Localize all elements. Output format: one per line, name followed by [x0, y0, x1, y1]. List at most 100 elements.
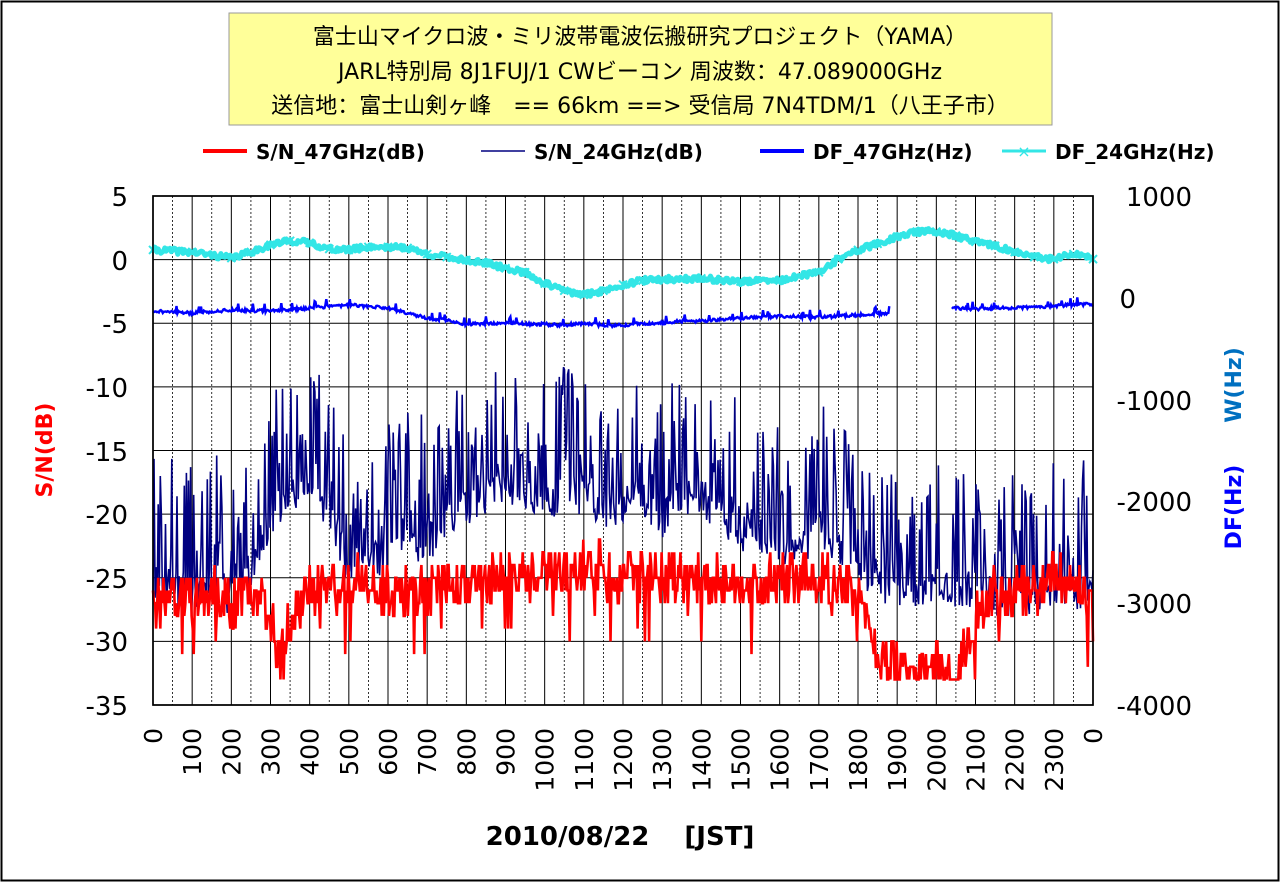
series-marker-df24-13 — [442, 252, 452, 262]
x-tick-6: 600 — [374, 728, 403, 776]
series-marker-df24-5 — [285, 236, 295, 246]
series-marker-df24-35 — [951, 230, 961, 241]
plot-border — [152, 195, 1094, 706]
series-marker-df24-20 — [579, 290, 589, 300]
series-marker-df24-3 — [246, 247, 256, 257]
series-marker-df24-29 — [833, 254, 844, 264]
title-box — [228, 12, 1053, 126]
x-tick-7: 700 — [413, 728, 442, 776]
series-marker-df24-18 — [539, 278, 550, 289]
y-tick-left-1: 0 — [111, 247, 128, 277]
y-tick-right-4: -3000 — [1116, 590, 1192, 620]
x-tick-5: 500 — [335, 728, 364, 776]
legend-label-df47: DF_47GHz(Hz) — [813, 140, 973, 164]
series-marker-df24-40 — [1049, 254, 1059, 264]
series-marker-df24-2 — [226, 253, 237, 263]
y-tick-left-6: -25 — [86, 565, 128, 595]
y-tick-left-3: -10 — [86, 374, 128, 404]
x-tick-15: 1500 — [727, 728, 756, 792]
x-tick-11: 1100 — [570, 728, 599, 792]
series-marker-df24-39 — [1029, 252, 1039, 262]
series-marker-df24-28 — [814, 267, 824, 278]
series-marker-df24-24 — [657, 274, 667, 285]
y-tick-left-4: -15 — [86, 438, 128, 468]
y-tick-left-2: -5 — [102, 310, 128, 340]
x-axis-label: 2010/08/22 [JST] — [486, 822, 755, 852]
series-marker-df24-14 — [461, 255, 472, 265]
series-marker-df24-26 — [735, 276, 746, 287]
series-layer — [148, 226, 1098, 681]
series-marker-df24-36 — [970, 237, 981, 247]
legend-label-sn47: S/N_47GHz(dB) — [256, 140, 425, 164]
series-marker-df24-4 — [265, 240, 276, 250]
y-tick-right-5: -4000 — [1116, 692, 1192, 722]
title-line-3: 送信地：富士山剣ヶ峰 == 66km ==> 受信局 7N4TDM/1（八王子市… — [271, 94, 1009, 119]
title-line-2: JARL特別局 8J1FUJ/1 CWビーコン 周波数：47.089000GHz — [336, 60, 942, 85]
x-tick-1: 100 — [178, 728, 207, 776]
x-tick-10: 1000 — [531, 728, 560, 792]
series-line-df47-b — [951, 297, 1094, 313]
x-tick-23: 2300 — [1040, 728, 1069, 792]
y-tick-right-3: -2000 — [1116, 488, 1192, 518]
y-tick-left-7: -30 — [86, 628, 128, 658]
x-tick-2: 200 — [217, 728, 246, 776]
series-marker-df24-8 — [344, 245, 354, 255]
series-marker-df24-23 — [637, 275, 648, 286]
series-marker-df24-9 — [363, 242, 374, 252]
series-marker-df24-41 — [1068, 249, 1079, 259]
series-line-sn24 — [152, 366, 1094, 616]
series-marker-df24-25 — [696, 273, 707, 284]
y-tick-left-5: -20 — [86, 501, 128, 531]
y-tick-left-0: 5 — [111, 183, 128, 213]
series-marker-df24-22 — [618, 279, 628, 290]
y-tick-labels-right: 1000 0 -1000 -2000 -3000 -4000 — [1116, 183, 1192, 722]
x-tick-9: 900 — [492, 728, 521, 776]
y-tick-labels-left: 5 0 -5 -10 -15 -20 -25 -30 -35 — [86, 183, 128, 722]
x-tick-16: 1600 — [766, 728, 795, 792]
y-axis-label-right-top: W(Hz) — [1222, 347, 1247, 423]
series-line-df47-a — [152, 298, 891, 330]
x-tick-4: 400 — [296, 728, 325, 776]
series-marker-df24-34 — [931, 226, 942, 237]
series-marker-df24-32 — [892, 232, 902, 242]
series-marker-df24-16 — [500, 263, 511, 273]
x-tick-18: 1800 — [844, 728, 873, 792]
y-tick-right-0: 1000 — [1126, 183, 1192, 213]
series-marker-df24-15 — [481, 258, 491, 268]
legend-label-sn24: S/N_24GHz(dB) — [534, 140, 703, 164]
series-marker-df24-38 — [1009, 247, 1020, 257]
x-tick-labels: 0 100 200 300 400 500 600 700 800 900 1000 1100 1200… — [139, 728, 1108, 792]
x-tick-3: 300 — [257, 728, 286, 776]
x-tick-19: 1900 — [883, 728, 912, 792]
x-tick-17: 1700 — [805, 728, 834, 792]
y-tick-left-8: -35 — [86, 692, 128, 722]
series-marker-df24-27 — [774, 275, 785, 286]
series-line-sn47 — [151, 538, 1095, 681]
y-tick-right-2: -1000 — [1116, 387, 1192, 417]
series-marker-df24-12 — [422, 249, 432, 259]
x-tick-14: 1400 — [687, 728, 716, 792]
x-tick-20: 2000 — [922, 728, 951, 792]
series-marker-df24-37 — [990, 241, 1000, 251]
x-tick-22: 2200 — [1001, 728, 1030, 792]
y-axis-label-left: S/N(dB) — [33, 403, 58, 498]
series-marker-df24-1 — [187, 247, 197, 257]
x-tick-0: 0 — [139, 728, 168, 744]
x-tick-21: 2100 — [962, 728, 991, 792]
series-marker-df24-7 — [324, 244, 334, 254]
series-marker-df24-33 — [912, 226, 922, 237]
series-marker-df24-31 — [872, 239, 883, 249]
series-marker-df24-10 — [383, 242, 393, 252]
series-marker-df24-19 — [559, 285, 569, 296]
series-marker-df24-21 — [598, 285, 609, 296]
title-line-1: 富士山マイクロ波・ミリ波帯電波伝搬研究プロジェクト（YAMA） — [313, 25, 967, 50]
series-marker-df24-17 — [520, 267, 530, 278]
y-tick-right-1: 0 — [1119, 285, 1136, 315]
series-marker-df24-6 — [304, 238, 315, 248]
y-axis-label-right-bottom: DF(Hz) — [1222, 465, 1247, 550]
legend: S/N_47GHz(dB) S/N_24GHz(dB) DF_47GHz(Hz)… — [203, 140, 1215, 164]
x-tick-24: 0 — [1079, 728, 1108, 744]
legend-label-df24: DF_24GHz(Hz) — [1055, 140, 1215, 164]
